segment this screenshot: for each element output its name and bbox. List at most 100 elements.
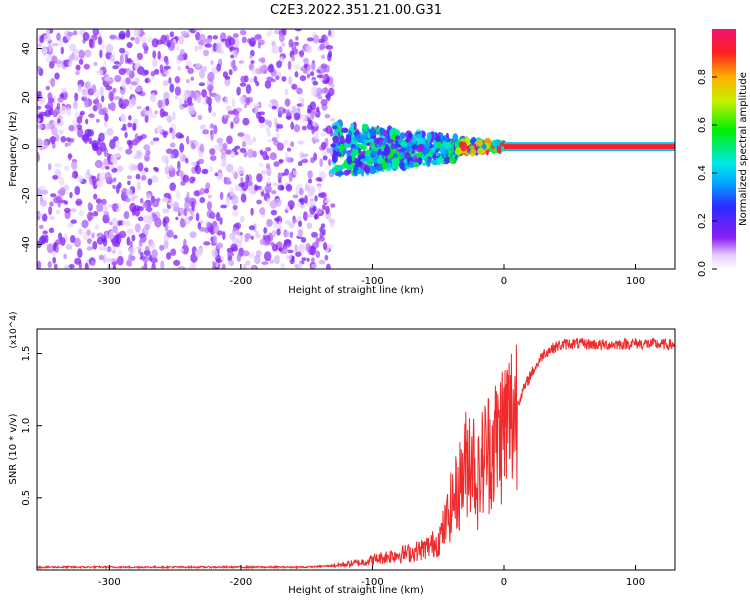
spectrogram-cell: [127, 175, 132, 180]
spectrogram-cell: [285, 109, 291, 118]
spectrogram-cell: [296, 183, 303, 190]
snr-x-tick-label: -300: [98, 577, 121, 588]
spectrogram-cell: [308, 119, 313, 125]
spectrogram-cell: [265, 147, 272, 152]
spectrogram-cell: [93, 145, 100, 152]
spectrogram-cell: [355, 169, 363, 175]
spectrogram-cell: [496, 145, 502, 154]
spectrogram-cell: [146, 205, 152, 213]
spectrogram-cell: [166, 115, 173, 123]
spectrogram-cell: [300, 159, 308, 164]
spectrogram-cell: [307, 123, 313, 130]
spectrogram-cell: [178, 35, 185, 45]
spectrogram-cell: [281, 42, 286, 47]
spectrogram-cell: [381, 162, 389, 170]
spectrogram-cell: [322, 228, 326, 236]
spectrogram-cell: [379, 127, 385, 136]
spectrogram-cell: [225, 197, 230, 208]
spectrogram-cell: [114, 241, 120, 248]
spectrogram-cell: [160, 260, 165, 269]
spectrogram-cell: [493, 148, 498, 153]
spectrogram-cell: [86, 168, 90, 177]
spectrogram-cell: [129, 202, 137, 213]
spectrogram-cell: [384, 156, 388, 163]
spectrogram-cell: [42, 230, 48, 235]
spectrogram-cell: [99, 86, 104, 97]
spectrogram-cell: [288, 39, 294, 48]
spectrogram-y-tick-label: 20: [21, 91, 32, 104]
spectrogram-cell: [74, 185, 81, 196]
spectrogram-cell: [316, 106, 320, 113]
spectrogram-cell: [99, 171, 107, 182]
spectrogram-cell: [222, 142, 228, 151]
spectrogram-cell: [123, 210, 130, 220]
spectrogram-cell: [46, 29, 50, 37]
spectrogram-cell: [145, 105, 150, 111]
spectrogram-cell: [103, 158, 108, 166]
spectrogram-cell: [209, 155, 217, 161]
spectrogram-cell: [240, 176, 244, 184]
spectrogram-cell: [98, 132, 105, 142]
spectrogram-cell: [104, 165, 110, 170]
spectrogram-cell: [411, 144, 418, 150]
spectrogram-cell: [197, 114, 203, 121]
spectrogram-cell: [126, 236, 131, 246]
spectrogram-cell: [182, 103, 189, 108]
spectrogram-cell: [202, 129, 210, 135]
spectrogram-cell: [270, 78, 276, 83]
spectrogram-cell: [355, 134, 362, 141]
spectrogram-cell: [93, 210, 99, 217]
spectrogram-cell: [216, 258, 222, 264]
spectrogram-cell: [185, 90, 192, 96]
spectrogram-cell: [320, 63, 328, 69]
spectrogram-cell: [78, 228, 83, 236]
spectrogram-cell: [182, 174, 190, 183]
spectrogram-cell: [330, 143, 336, 148]
spectrogram-cell: [194, 140, 200, 147]
spectrogram-cell: [399, 151, 405, 158]
spectrogram-cell: [285, 184, 293, 192]
spectrogram-cell: [315, 250, 321, 259]
spectrogram-cell: [150, 113, 157, 119]
snr-y-tick-label: 0.5: [21, 490, 32, 506]
spectrogram-cell: [112, 265, 117, 269]
spectrogram-cell: [51, 126, 58, 136]
spectrogram-cell: [64, 264, 69, 269]
spectrogram-cell: [275, 132, 280, 140]
spectrogram-cell: [452, 133, 459, 143]
spectrogram-cell: [299, 204, 305, 209]
spectrogram-cell: [413, 162, 420, 168]
spectrogram-cell: [38, 185, 47, 191]
spectrogram-cell: [230, 121, 234, 129]
spectrogram-cell: [216, 137, 224, 144]
spectrogram-cell: [52, 121, 59, 126]
spectrogram-cell: [37, 117, 41, 123]
spectrogram-cell: [78, 49, 85, 59]
spectrogram-cell: [417, 138, 425, 145]
spectrogram-cell: [118, 30, 126, 40]
spectrogram-cell: [56, 58, 62, 69]
spectrogram-cell: [300, 237, 307, 243]
colorbar-tick-label: 0.4: [697, 165, 708, 181]
spectrogram-cell: [295, 251, 302, 257]
spectrogram-y-tick-label: 40: [21, 42, 32, 55]
spectrogram-cell: [285, 156, 292, 163]
spectrogram-cell: [169, 142, 176, 148]
spectrogram-cell: [259, 124, 266, 129]
spectrogram-cell: [280, 262, 285, 269]
spectrogram-cell: [315, 130, 320, 139]
spectrogram-cell: [307, 170, 313, 179]
spectrogram-cell: [317, 95, 323, 100]
spectrogram-cell: [52, 256, 57, 264]
spectrogram-cell: [318, 236, 325, 242]
spectrogram-cell: [144, 78, 149, 83]
spectrogram-cell: [266, 166, 272, 177]
snr-frame: [36, 328, 676, 571]
spectrogram-cell: [322, 75, 327, 81]
spectrogram-cell: [199, 227, 206, 232]
spectrogram-cell: [278, 221, 282, 230]
spectrogram-cell: [166, 252, 172, 260]
spectrogram-cell: [242, 263, 247, 269]
spectrogram-cell: [235, 112, 240, 118]
spectrogram-cell: [326, 263, 331, 269]
